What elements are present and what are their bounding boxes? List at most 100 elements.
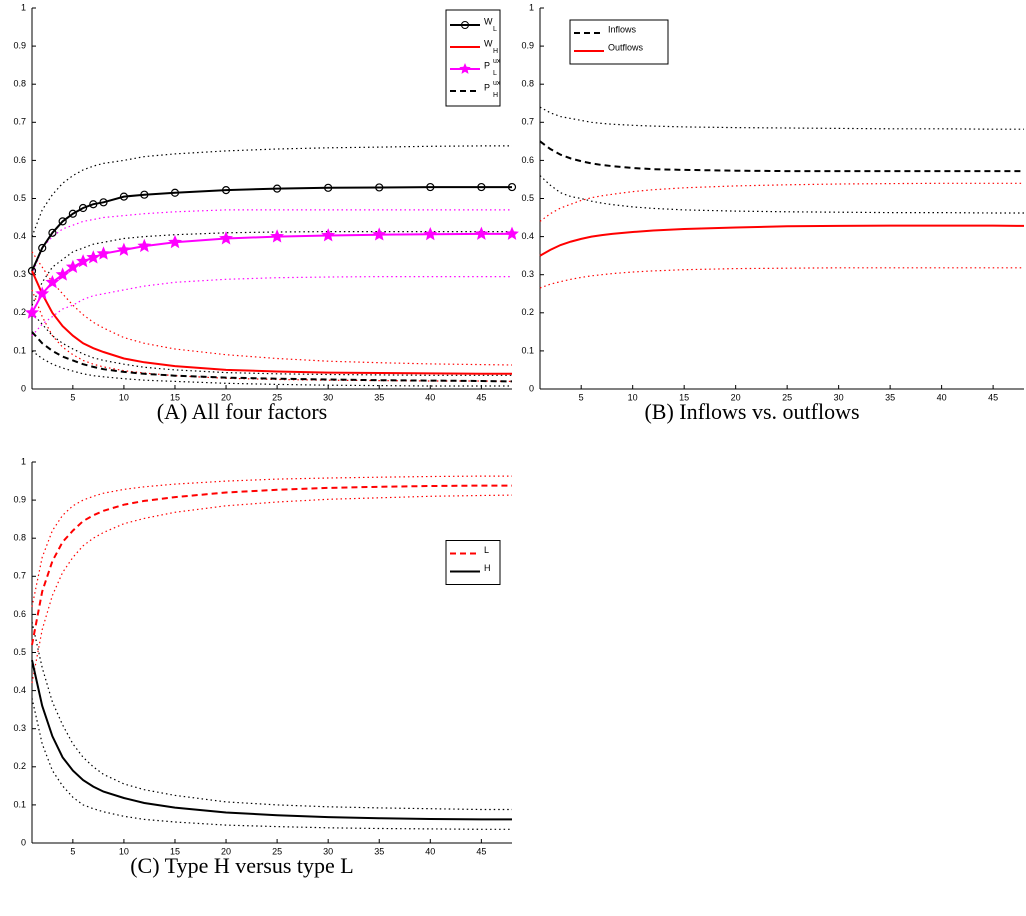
marker [65,259,80,273]
marker [45,275,60,289]
marker [477,182,486,192]
marker [273,184,282,193]
y-tick-label: 0.4 [521,231,534,241]
legend-marker [461,21,469,29]
marker [76,254,91,268]
legend-label: W [484,16,493,26]
marker [170,188,180,197]
band-upper [31,145,512,237]
y-tick-label: 0.6 [13,155,26,165]
marker [372,227,387,241]
y-tick-label: 0.1 [13,799,26,809]
legend-label: P [484,60,490,70]
y-tick-label: 0.7 [521,117,534,127]
marker [168,235,182,249]
legend-label: H [484,563,491,573]
legend-label: L [484,545,489,555]
x-tick-label: 45 [988,392,998,402]
legend-marker [459,63,471,74]
series-line [31,186,512,272]
x-tick-label: 25 [272,846,282,856]
y-tick-label: 0.4 [13,231,26,241]
series-line [31,270,512,375]
marker [375,183,384,192]
y-tick-label: 1 [21,2,26,12]
x-tick-label: 25 [272,392,282,402]
x-tick-label: 25 [782,392,792,402]
marker [35,286,50,300]
marker [423,227,438,241]
x-tick-label: 45 [476,846,486,856]
marker [507,182,517,192]
y-tick-label: 0.8 [521,79,534,89]
y-tick-label: 1 [21,456,26,466]
x-tick-label: 20 [221,846,231,856]
band-lower [31,231,512,306]
y-tick-label: 0.5 [13,647,26,657]
caption: (C) Type H versus type L [130,853,354,878]
band-upper [31,475,512,607]
band-lower [31,276,512,337]
y-tick-label: 0.6 [521,155,534,165]
band-upper [31,251,513,366]
band-upper [31,312,512,376]
band-lower [31,698,512,830]
series-line [539,140,1024,173]
y-tick-label: 0.7 [13,571,26,581]
x-tick-label: 30 [323,392,333,402]
series-line [31,484,512,646]
band-lower [539,175,1024,214]
legend-subscript: L [493,70,497,77]
series-line [31,659,512,821]
series-line [539,224,1025,257]
x-tick-label: 10 [119,392,129,402]
x-tick-label: 35 [374,392,384,402]
marker [324,183,333,192]
marker [474,226,489,240]
band-upper [539,182,1024,222]
marker [219,231,233,245]
marker [119,192,129,201]
marker [48,228,57,237]
x-tick-label: 20 [221,392,231,402]
x-tick-label: 20 [731,392,741,402]
y-tick-label: 0.4 [13,685,26,695]
caption: (B) Inflows vs. outflows [644,399,859,424]
legend-subscript: H [493,92,498,99]
legend-label: P [484,82,490,92]
marker [426,182,435,192]
marker [58,217,67,226]
y-tick-label: 0.1 [521,345,534,355]
marker [270,229,285,243]
band-lower [31,289,513,382]
legend-label: Inflows [608,24,637,34]
marker [505,226,519,240]
marker [78,203,88,213]
x-tick-label: 40 [937,392,947,402]
marker [96,246,111,260]
band-upper [31,209,512,275]
y-tick-label: 0 [529,383,534,393]
x-tick-label: 35 [885,392,895,402]
series-line [31,232,512,314]
legend-box [569,19,669,65]
y-tick-label: 0 [21,837,26,847]
band-lower [539,267,1024,289]
y-tick-label: 0.9 [13,40,26,50]
x-tick-label: 5 [579,392,584,402]
marker [86,250,101,264]
marker [55,267,70,281]
y-tick-label: 0.5 [521,193,534,203]
y-tick-label: 0.7 [13,117,26,127]
marker [89,200,98,209]
x-tick-label: 10 [119,846,129,856]
x-tick-label: 15 [170,846,180,856]
marker [68,209,77,218]
y-tick-label: 0.2 [13,307,26,317]
x-tick-label: 30 [834,392,844,402]
legend-superscript: ux [493,58,501,65]
y-tick-label: 0.3 [13,269,26,279]
marker [221,186,231,195]
y-tick-label: 0.8 [13,79,26,89]
